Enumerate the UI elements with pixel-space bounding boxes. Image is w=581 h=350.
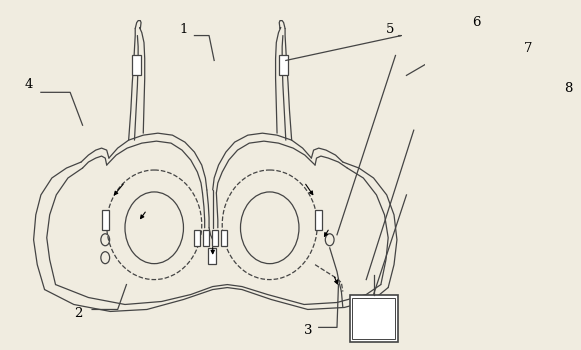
FancyBboxPatch shape	[352, 298, 396, 340]
Text: 8: 8	[564, 82, 572, 95]
Text: 6: 6	[472, 16, 480, 29]
FancyBboxPatch shape	[279, 56, 288, 75]
FancyBboxPatch shape	[212, 230, 218, 246]
FancyBboxPatch shape	[207, 248, 216, 264]
FancyBboxPatch shape	[315, 210, 322, 230]
Text: 5: 5	[386, 22, 394, 36]
Text: 4: 4	[24, 78, 33, 91]
FancyBboxPatch shape	[350, 294, 397, 342]
FancyBboxPatch shape	[195, 230, 200, 246]
FancyBboxPatch shape	[203, 230, 209, 246]
FancyBboxPatch shape	[221, 230, 227, 246]
Text: 2: 2	[74, 307, 82, 321]
Text: 3: 3	[304, 324, 313, 337]
Text: 1: 1	[180, 22, 188, 36]
FancyBboxPatch shape	[102, 210, 109, 230]
FancyBboxPatch shape	[132, 56, 141, 75]
Text: 7: 7	[523, 42, 532, 56]
